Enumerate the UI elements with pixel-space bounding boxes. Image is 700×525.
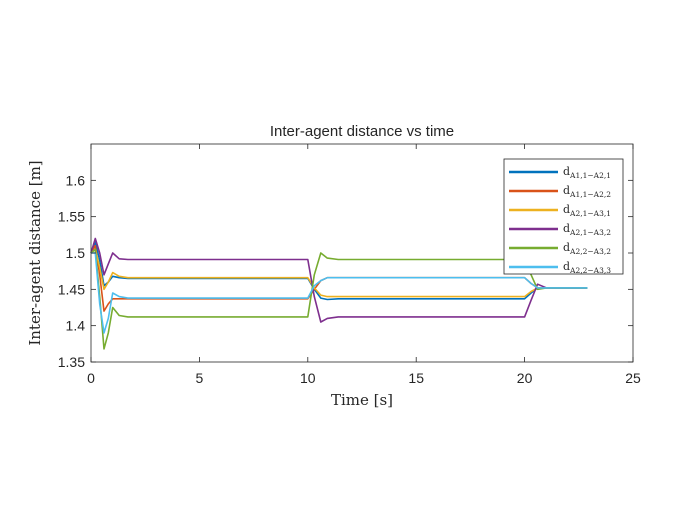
series-layer (90, 237, 588, 350)
y-tick-label: 1.6 (66, 172, 86, 188)
legend-label-4: dA2,1−A3,2 (563, 222, 611, 237)
series-line-6 (91, 252, 588, 334)
y-tick-label: 1.4 (66, 318, 86, 334)
x-tick-label: 25 (625, 370, 641, 386)
x-tick-label: 0 (87, 370, 95, 386)
y-axis-label: Inter-agent distance [m] (26, 160, 44, 345)
x-tick-label: 10 (300, 370, 316, 386)
x-axis-label: Time [s] (331, 391, 393, 409)
legend-label-6: dA2,2−A3,3 (563, 260, 611, 275)
x-tick-label: 20 (517, 370, 533, 386)
x-tick-label: 15 (408, 370, 424, 386)
axes-layer: 0 5 10 15 20 25 1.35 1.4 1.45 1.5 1.55 1.6 (58, 143, 641, 386)
y-tick-label: 1.55 (58, 209, 85, 225)
x-tick-label: 5 (196, 370, 204, 386)
legend-label-3: dA2,1−A3,1 (563, 203, 611, 218)
chart-title: Inter-agent distance vs time (270, 123, 454, 140)
series-line-3 (90, 248, 588, 298)
series-line-5 (90, 248, 588, 350)
legend-label-2: dA1,1−A2,2 (563, 184, 611, 199)
legend-label-5: dA2,2−A3,2 (563, 241, 611, 256)
y-tick-label: 1.35 (58, 354, 85, 370)
legend-label-1: dA1,1−A2,1 (563, 165, 611, 180)
legend: dA1,1−A2,1 dA1,1−A2,2 dA2,1−A3,1 dA2,1−A3,2… (503, 158, 624, 275)
y-tick-label: 1.45 (58, 281, 85, 297)
series-line-4 (90, 237, 588, 323)
y-tick-label: 1.5 (66, 245, 86, 261)
legend-box (503, 158, 624, 275)
